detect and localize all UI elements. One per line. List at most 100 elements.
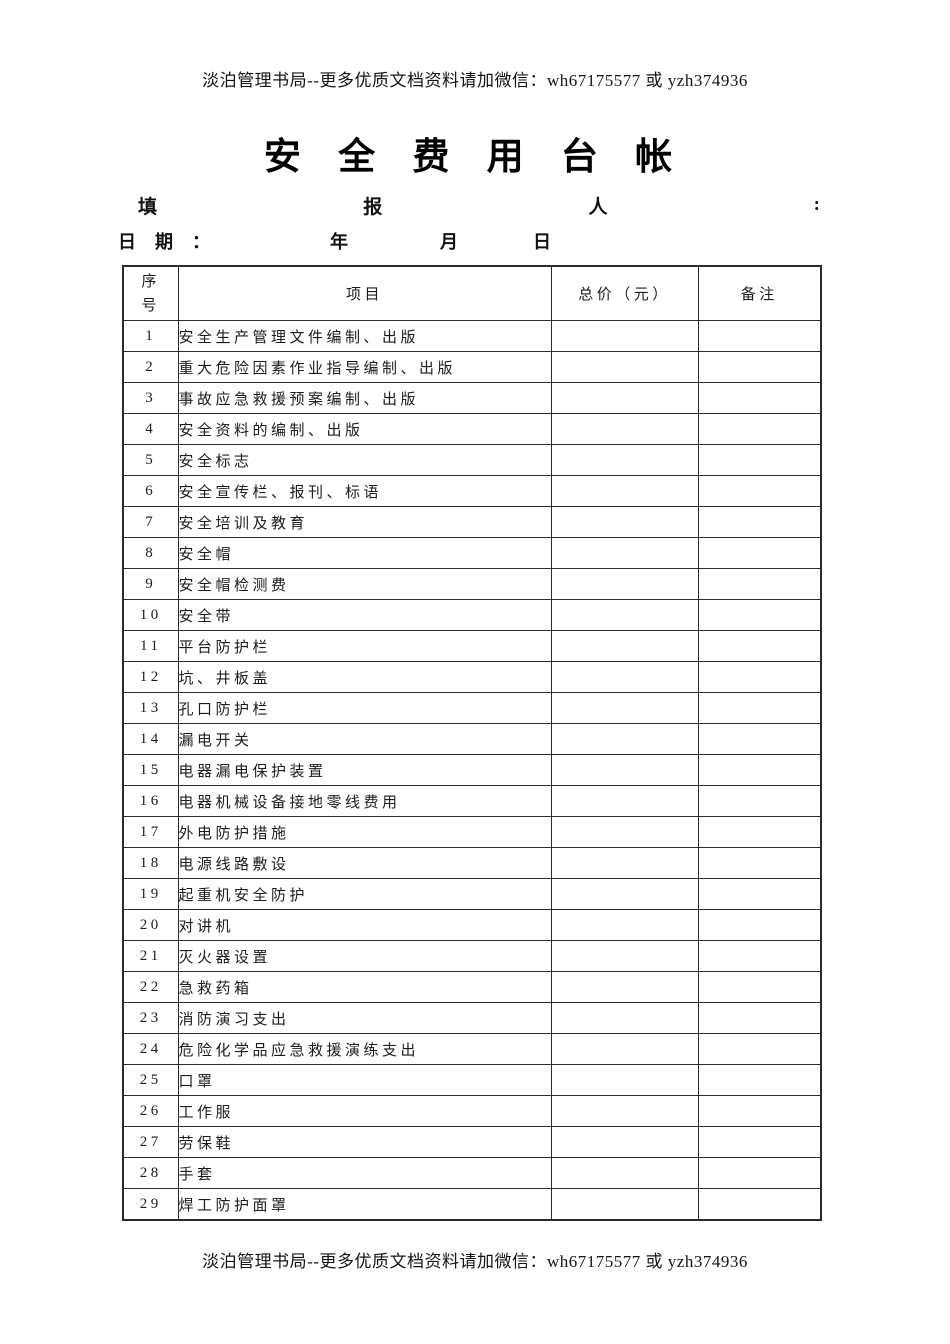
row-total-cell (550, 320, 699, 352)
header-remark: 备注 (697, 265, 822, 321)
table-row: 2 重大危险因素作业指导编制、出版 (122, 351, 822, 383)
table-row: 9 安全帽检测费 (122, 568, 822, 600)
table-row: 25 口罩 (122, 1064, 822, 1096)
table-row: 8 安全帽 (122, 537, 822, 569)
row-total-cell (550, 506, 699, 538)
row-remark-cell (697, 382, 822, 414)
header-item: 项目 (177, 265, 552, 321)
row-remark-cell (697, 599, 822, 631)
row-total-cell (550, 940, 699, 972)
row-item-cell: 安全帽检测费 (177, 568, 552, 600)
row-item-cell: 安全帽 (177, 537, 552, 569)
row-serial-cell: 3 (122, 382, 179, 414)
table-row: 13 孔口防护栏 (122, 692, 822, 724)
row-remark-cell (697, 847, 822, 879)
table-row: 15 电器漏电保护装置 (122, 754, 822, 786)
row-remark-cell (697, 1095, 822, 1127)
row-remark-cell (697, 444, 822, 476)
row-serial-cell: 15 (122, 754, 179, 786)
row-serial-cell: 2 (122, 351, 179, 383)
row-total-cell (550, 475, 699, 507)
row-remark-cell (697, 568, 822, 600)
table-row: 29 焊工防护面罩 (122, 1188, 822, 1221)
table-row: 27 劳保鞋 (122, 1126, 822, 1158)
row-remark-cell (697, 475, 822, 507)
row-total-cell (550, 630, 699, 662)
row-total-cell (550, 1033, 699, 1065)
header-serial-line1: 序 (141, 273, 160, 290)
row-total-cell (550, 909, 699, 941)
row-total-cell (550, 1095, 699, 1127)
row-total-cell (550, 568, 699, 600)
row-serial-cell: 8 (122, 537, 179, 569)
row-total-cell (550, 351, 699, 383)
table-row: 20 对讲机 (122, 909, 822, 941)
row-item-cell: 安全宣传栏、报刊、标语 (177, 475, 552, 507)
row-serial-cell: 13 (122, 692, 179, 724)
row-item-cell: 危险化学品应急救援演练支出 (177, 1033, 552, 1065)
row-serial-cell: 23 (122, 1002, 179, 1034)
table-row: 7 安全培训及教育 (122, 506, 822, 538)
table-row: 11 平台防护栏 (122, 630, 822, 662)
row-remark-cell (697, 506, 822, 538)
row-serial-cell: 7 (122, 506, 179, 538)
row-serial-cell: 1 (122, 320, 179, 352)
row-item-cell: 漏电开关 (177, 723, 552, 755)
row-item-cell: 口罩 (177, 1064, 552, 1096)
table-row: 16 电器机械设备接地零线费用 (122, 785, 822, 817)
date-line: 日期： 年 月 日 (0, 228, 950, 252)
row-serial-cell: 10 (122, 599, 179, 631)
row-total-cell (550, 971, 699, 1003)
watermark-note-bottom: 淡泊管理书局--更多优质文档资料请加微信：wh67175577 或 yzh374… (202, 1252, 748, 1271)
row-remark-cell (697, 1157, 822, 1189)
header-serial-line2: 号 (141, 297, 160, 314)
row-remark-cell (697, 1188, 822, 1221)
row-item-cell: 安全带 (177, 599, 552, 631)
row-total-cell (550, 785, 699, 817)
row-remark-cell (697, 537, 822, 569)
row-serial-cell: 4 (122, 413, 179, 445)
page-title: 安 全 费 用 台 帐 (263, 137, 687, 178)
row-total-cell (550, 661, 699, 693)
table-row: 6 安全宣传栏、报刊、标语 (122, 475, 822, 507)
row-remark-cell (697, 785, 822, 817)
row-remark-cell (697, 1033, 822, 1065)
table-row: 28 手套 (122, 1157, 822, 1189)
row-item-cell: 工作服 (177, 1095, 552, 1127)
row-total-cell (550, 382, 699, 414)
row-total-cell (550, 537, 699, 569)
row-serial-cell: 19 (122, 878, 179, 910)
row-total-cell (550, 692, 699, 724)
row-remark-cell (697, 878, 822, 910)
safety-expense-table: 序 号 项目 总价（元） 备注 1 安全生产管理文件编制、出版 2 重大危险因素作业指… (122, 265, 822, 1221)
ledger-table-body: 1 安全生产管理文件编制、出版 2 重大危险因素作业指导编制、出版 3 事故应急救援预案编… (122, 320, 822, 1221)
header-serial-number: 序 号 (122, 265, 179, 321)
table-row: 23 消防演习支出 (122, 1002, 822, 1034)
table-row: 21 灭火器设置 (122, 940, 822, 972)
row-remark-cell (697, 1064, 822, 1096)
row-item-cell: 事故应急救援预案编制、出版 (177, 382, 552, 414)
row-item-cell: 焊工防护面罩 (177, 1188, 552, 1221)
row-item-cell: 急救药箱 (177, 971, 552, 1003)
row-total-cell (550, 599, 699, 631)
table-row: 19 起重机安全防护 (122, 878, 822, 910)
row-item-cell: 孔口防护栏 (177, 692, 552, 724)
table-header: 序 号 项目 总价（元） 备注 (122, 265, 822, 321)
table-row: 4 安全资料的编制、出版 (122, 413, 822, 445)
header-total-price: 总价（元） (550, 265, 699, 321)
table-header-row: 序 号 项目 总价（元） 备注 (122, 265, 822, 321)
row-item-cell: 手套 (177, 1157, 552, 1189)
row-serial-cell: 21 (122, 940, 179, 972)
row-remark-cell (697, 1126, 822, 1158)
row-remark-cell (697, 1002, 822, 1034)
row-serial-cell: 9 (122, 568, 179, 600)
row-serial-cell: 11 (122, 630, 179, 662)
row-serial-cell: 20 (122, 909, 179, 941)
row-total-cell (550, 1064, 699, 1096)
row-total-cell (550, 1002, 699, 1034)
row-remark-cell (697, 754, 822, 786)
row-total-cell (550, 723, 699, 755)
row-serial-cell: 24 (122, 1033, 179, 1065)
row-serial-cell: 5 (122, 444, 179, 476)
row-total-cell (550, 1126, 699, 1158)
